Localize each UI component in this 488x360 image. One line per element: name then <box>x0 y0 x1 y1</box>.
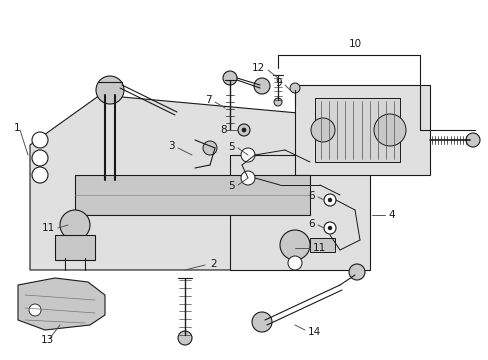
Circle shape <box>273 98 282 106</box>
Circle shape <box>310 118 334 142</box>
Polygon shape <box>18 278 105 330</box>
Text: 10: 10 <box>348 39 361 49</box>
Circle shape <box>348 264 364 280</box>
Circle shape <box>289 83 299 93</box>
Text: 12: 12 <box>251 63 264 73</box>
Text: 9: 9 <box>275 78 282 88</box>
Circle shape <box>241 148 254 162</box>
Circle shape <box>223 71 237 85</box>
Circle shape <box>241 171 254 185</box>
Bar <box>314 98 399 162</box>
Circle shape <box>203 141 217 155</box>
Circle shape <box>324 222 335 234</box>
Circle shape <box>324 194 335 206</box>
Circle shape <box>178 331 192 345</box>
Circle shape <box>32 150 48 166</box>
Circle shape <box>238 124 249 136</box>
Circle shape <box>287 256 302 270</box>
Text: 13: 13 <box>41 335 54 345</box>
Circle shape <box>327 198 331 202</box>
Circle shape <box>96 76 124 104</box>
Text: 11: 11 <box>312 243 325 253</box>
Circle shape <box>327 226 331 230</box>
Text: 3: 3 <box>168 141 175 151</box>
Circle shape <box>242 128 245 132</box>
Text: 1: 1 <box>14 123 20 133</box>
Polygon shape <box>30 95 319 270</box>
Text: 6: 6 <box>308 191 314 201</box>
Circle shape <box>29 304 41 316</box>
Bar <box>309 238 334 252</box>
Circle shape <box>280 230 309 260</box>
Bar <box>55 235 95 260</box>
Text: 5: 5 <box>228 142 235 152</box>
Text: 2: 2 <box>209 259 216 269</box>
Text: 7: 7 <box>205 95 212 105</box>
Text: 11: 11 <box>41 223 55 233</box>
Polygon shape <box>229 155 369 270</box>
Circle shape <box>251 312 271 332</box>
Circle shape <box>60 210 90 240</box>
Circle shape <box>465 133 479 147</box>
Circle shape <box>373 114 405 146</box>
Text: 5: 5 <box>228 181 235 191</box>
Polygon shape <box>294 85 429 175</box>
Text: 4: 4 <box>387 210 394 220</box>
Text: 6: 6 <box>308 219 314 229</box>
Circle shape <box>32 167 48 183</box>
Circle shape <box>253 78 269 94</box>
Bar <box>75 175 309 215</box>
Text: 14: 14 <box>307 327 321 337</box>
Text: 8: 8 <box>220 125 226 135</box>
Circle shape <box>32 132 48 148</box>
